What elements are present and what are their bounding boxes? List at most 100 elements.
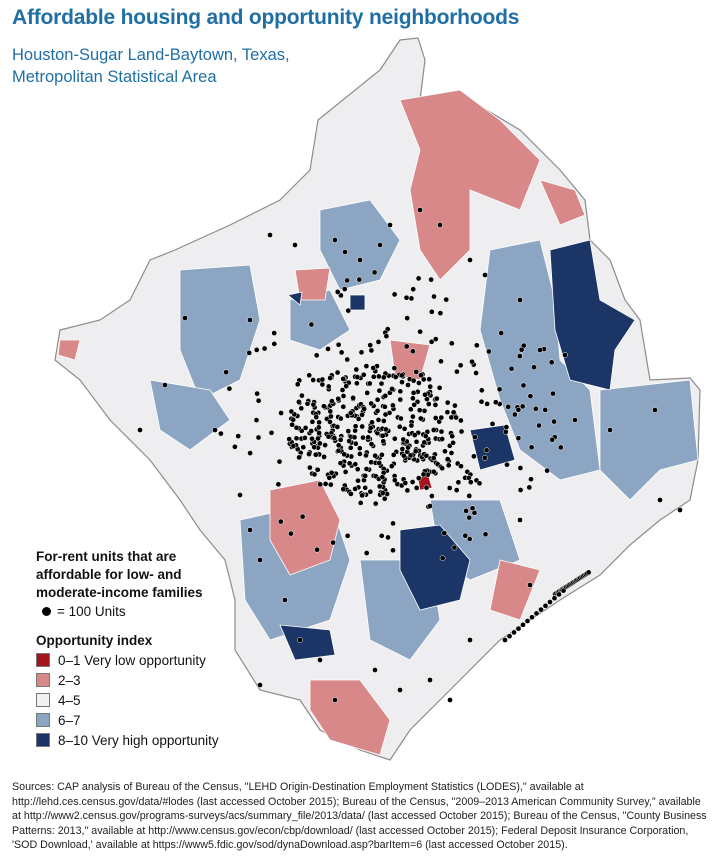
unit-dot bbox=[428, 308, 435, 315]
legend-opportunity-classes: 0–1 Very low opportunity 2–3 4–5 6–7 8–10 Ve… bbox=[36, 650, 246, 750]
unit-dot bbox=[469, 505, 476, 512]
unit-dot bbox=[391, 365, 398, 371]
unit-dot bbox=[326, 474, 333, 481]
unit-dot bbox=[444, 456, 451, 462]
unit-dot bbox=[366, 380, 373, 387]
unit-dot bbox=[478, 398, 485, 405]
unit-dot bbox=[378, 532, 385, 539]
unit-dot bbox=[492, 399, 499, 406]
unit-dot bbox=[319, 376, 326, 383]
unit-dot bbox=[314, 466, 321, 473]
unit-dot bbox=[322, 481, 329, 487]
unit-dot bbox=[293, 424, 300, 431]
unit-dot bbox=[400, 436, 407, 443]
unit-dot bbox=[339, 387, 346, 393]
unit-dot bbox=[379, 474, 386, 480]
unit-dot bbox=[401, 452, 407, 459]
unit-dot bbox=[310, 401, 317, 408]
unit-dot bbox=[448, 414, 455, 421]
unit-dot bbox=[347, 444, 354, 451]
unit-dot bbox=[399, 379, 405, 385]
unit-dot bbox=[257, 682, 263, 688]
legend-swatch bbox=[36, 713, 50, 727]
unit-dot bbox=[290, 416, 297, 423]
unit-dot bbox=[276, 458, 283, 465]
unit-dot bbox=[585, 569, 592, 576]
unit-dot bbox=[377, 242, 383, 248]
unit-dot bbox=[328, 469, 335, 476]
unit-dot bbox=[607, 427, 613, 433]
unit-dot bbox=[439, 555, 446, 562]
region-southeast-pink bbox=[489, 559, 541, 621]
unit-dot bbox=[293, 435, 300, 442]
unit-dot bbox=[369, 419, 375, 426]
unit-dot bbox=[383, 426, 389, 433]
unit-dot bbox=[531, 364, 537, 371]
unit-dot bbox=[376, 483, 383, 490]
unit-dot bbox=[478, 387, 485, 394]
unit-dot bbox=[337, 415, 344, 422]
legend-swatch bbox=[36, 693, 50, 707]
unit-dot bbox=[345, 428, 352, 434]
unit-dot bbox=[458, 417, 464, 424]
unit-dot bbox=[412, 448, 419, 455]
unit-dot bbox=[417, 328, 423, 335]
unit-dot bbox=[527, 582, 533, 588]
unit-dot bbox=[398, 415, 404, 422]
unit-dot bbox=[446, 485, 453, 491]
unit-dot bbox=[439, 465, 446, 472]
legend-class-label: 4–5 bbox=[58, 692, 81, 708]
region-east-dark bbox=[549, 239, 636, 391]
unit-dot bbox=[247, 317, 253, 323]
unit-dot bbox=[346, 438, 352, 444]
unit-dot bbox=[455, 479, 462, 486]
legend-class-row: 6–7 bbox=[36, 710, 246, 730]
unit-dot bbox=[538, 606, 544, 613]
unit-dot bbox=[482, 272, 488, 278]
unit-dot bbox=[391, 291, 398, 298]
unit-dot bbox=[415, 475, 422, 481]
unit-dot bbox=[520, 621, 526, 628]
subtitle-line-2: Metropolitan Statistical Area bbox=[12, 68, 217, 86]
unit-dot bbox=[417, 415, 424, 422]
unit-dot bbox=[420, 471, 427, 478]
unit-dot bbox=[467, 257, 473, 263]
unit-dot bbox=[257, 557, 263, 563]
dot-symbol-icon bbox=[42, 607, 51, 616]
unit-dot bbox=[362, 473, 369, 479]
unit-dot bbox=[355, 477, 361, 484]
unit-dot bbox=[232, 443, 238, 450]
unit-dot bbox=[451, 544, 458, 551]
unit-dot bbox=[438, 428, 445, 435]
unit-dot bbox=[345, 307, 352, 314]
unit-dot bbox=[429, 493, 435, 499]
unit-dot bbox=[218, 430, 224, 437]
unit-dot bbox=[340, 376, 347, 382]
unit-dot bbox=[380, 438, 387, 445]
unit-dot bbox=[437, 222, 443, 228]
unit-dot bbox=[288, 530, 294, 537]
unit-dot bbox=[427, 677, 433, 683]
legend-class-row: 4–5 bbox=[36, 690, 246, 710]
unit-dot bbox=[380, 418, 387, 424]
unit-dot bbox=[299, 513, 306, 520]
unit-dot bbox=[401, 425, 408, 432]
unit-dot bbox=[267, 232, 273, 238]
unit-dot bbox=[352, 486, 358, 492]
unit-dot bbox=[410, 413, 416, 420]
unit-dot bbox=[335, 395, 342, 402]
legend-class-label: 0–1 Very low opportunity bbox=[58, 652, 206, 668]
legend-swatch bbox=[36, 653, 50, 667]
unit-dot bbox=[380, 374, 387, 381]
unit-dot bbox=[498, 330, 505, 336]
unit-dot bbox=[253, 347, 260, 353]
unit-dot bbox=[402, 480, 409, 486]
unit-dot bbox=[427, 503, 433, 509]
unit-dot bbox=[304, 400, 311, 407]
unit-dot bbox=[359, 492, 365, 499]
region-north-pink-2 bbox=[539, 179, 586, 226]
unit-dot bbox=[322, 442, 328, 448]
unit-dot bbox=[536, 422, 542, 429]
unit-dot bbox=[328, 413, 334, 420]
unit-dot bbox=[353, 366, 360, 373]
